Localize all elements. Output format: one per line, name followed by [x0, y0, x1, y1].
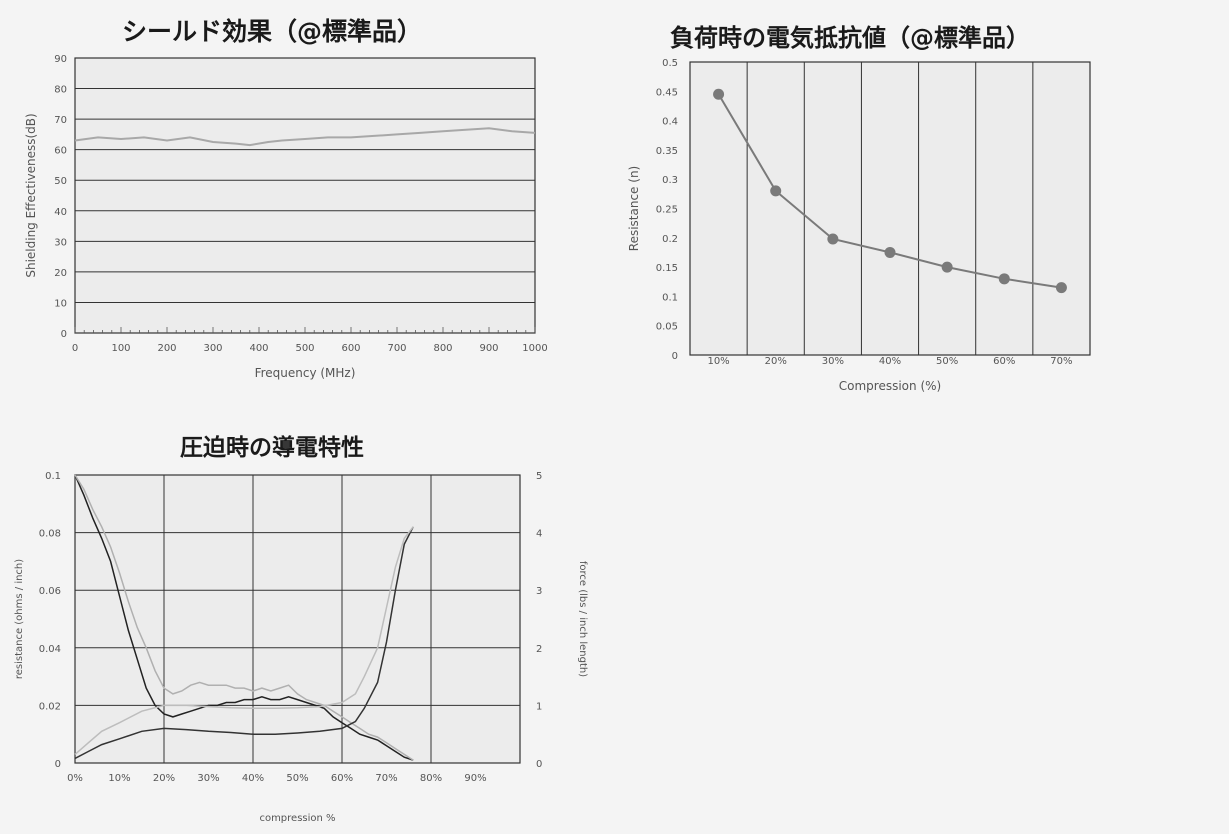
data-point — [941, 261, 953, 273]
y-axis-label: Resistance (n) — [627, 166, 641, 251]
data-point — [1055, 282, 1067, 294]
y-tick-label: 70 — [54, 115, 67, 126]
y2-tick-label: 5 — [536, 471, 542, 482]
y-tick-label: 90 — [54, 54, 67, 65]
y-tick-label: 80 — [54, 85, 67, 96]
x-tick-label: 30% — [197, 773, 219, 784]
y-tick-label: 0.06 — [39, 586, 61, 597]
series-line — [74, 526, 414, 760]
x-tick-label: 300 — [203, 343, 222, 354]
x-tick-label: 60% — [331, 773, 353, 784]
y2-axis-label: force (lbs / inch length) — [577, 561, 588, 677]
y-tick-label: 0.25 — [656, 205, 678, 216]
y-tick-label: 0.4 — [662, 117, 678, 128]
x-tick-label: 20% — [765, 356, 787, 367]
x-tick-label: 20% — [153, 773, 175, 784]
y-tick-label: 30 — [54, 237, 67, 248]
x-tick-label: 70% — [375, 773, 397, 784]
x-tick-label: 10% — [108, 773, 130, 784]
chart-title-shielding: シールド効果（@標準品） — [122, 17, 423, 46]
x-tick-label: 10% — [707, 356, 729, 367]
x-tick-label: 60% — [993, 356, 1015, 367]
plot-area — [689, 61, 1091, 356]
data-point — [827, 233, 839, 245]
y-tick-label: 0 — [55, 759, 61, 770]
y-tick-label: 0 — [61, 329, 67, 340]
y-tick-label: 0.08 — [39, 529, 61, 540]
y-tick-label: 0.15 — [656, 263, 678, 274]
y-tick-label: 0.04 — [39, 644, 61, 655]
x-tick-label: 100 — [111, 343, 130, 354]
x-tick-label: 600 — [341, 343, 360, 354]
resistance-chart: 0 0.05 0.1 0.15 0.2 0.25 0.3 0.35 0.4 0.45 0.5 10% 2… — [627, 58, 1091, 393]
x-axis-label: Frequency (MHz) — [255, 366, 356, 380]
plot-area — [74, 474, 521, 764]
y-tick-label: 0.45 — [656, 87, 678, 98]
x-tick-label: 90% — [464, 773, 486, 784]
x-tick-label: 70% — [1050, 356, 1072, 367]
x-tick-label: 500 — [295, 343, 314, 354]
y-tick-label: 0.2 — [662, 234, 678, 245]
x-tick-label: 50% — [936, 356, 958, 367]
y-axis-label: resistance (ohms / inch) — [14, 559, 25, 679]
x-tick-label: 0 — [72, 343, 78, 354]
y2-tick-label: 0 — [536, 759, 542, 770]
data-point — [884, 246, 896, 258]
y-axis-label: Shielding Effectiveness(dB) — [24, 113, 38, 277]
y-tick-label: 0.5 — [662, 58, 678, 69]
y2-tick-label: 4 — [536, 529, 542, 540]
x-tick-label: 900 — [479, 343, 498, 354]
x-tick-label: 800 — [433, 343, 452, 354]
x-axis-label: compression % — [259, 813, 335, 824]
x-tick-label: 50% — [286, 773, 308, 784]
y2-tick-label: 3 — [536, 586, 542, 597]
plot-area — [74, 57, 536, 334]
y-tick-label: 50 — [54, 176, 67, 187]
y-tick-label: 0.02 — [39, 701, 61, 712]
data-point — [998, 273, 1010, 285]
chart-title-resistance: 負荷時の電気抵抗値（@標準品） — [670, 24, 1030, 52]
y-tick-label: 0 — [672, 351, 678, 362]
x-tick-label: 40% — [242, 773, 264, 784]
y-tick-label: 0.3 — [662, 175, 678, 186]
chart-title-compression: 圧迫時の導電特性 — [180, 435, 364, 461]
series-line — [74, 127, 536, 147]
series-line — [74, 474, 414, 761]
y-tick-label: 20 — [54, 268, 67, 279]
y-tick-label: 0.1 — [45, 471, 61, 482]
series-line — [74, 474, 414, 761]
x-tick-label: 30% — [822, 356, 844, 367]
x-tick-label: 200 — [157, 343, 176, 354]
x-axis-label: Compression (%) — [839, 379, 941, 393]
x-tick-label: 700 — [387, 343, 406, 354]
x-tick-label: 40% — [879, 356, 901, 367]
series-line — [74, 526, 414, 755]
x-tick-label: 400 — [249, 343, 268, 354]
x-tick-label: 1000 — [522, 343, 547, 354]
y2-tick-label: 2 — [536, 644, 542, 655]
y-tick-label: 0.1 — [662, 292, 678, 303]
data-point — [713, 88, 725, 100]
x-tick-label: 80% — [420, 773, 442, 784]
y-tick-label: 0.05 — [656, 322, 678, 333]
y2-tick-label: 1 — [536, 701, 542, 712]
data-point — [770, 185, 782, 197]
y-tick-label: 0.35 — [656, 146, 678, 157]
x-tick-label: 0% — [67, 773, 83, 784]
y-tick-label: 40 — [54, 207, 67, 218]
y-tick-label: 10 — [54, 298, 67, 309]
y-tick-label: 60 — [54, 146, 67, 157]
